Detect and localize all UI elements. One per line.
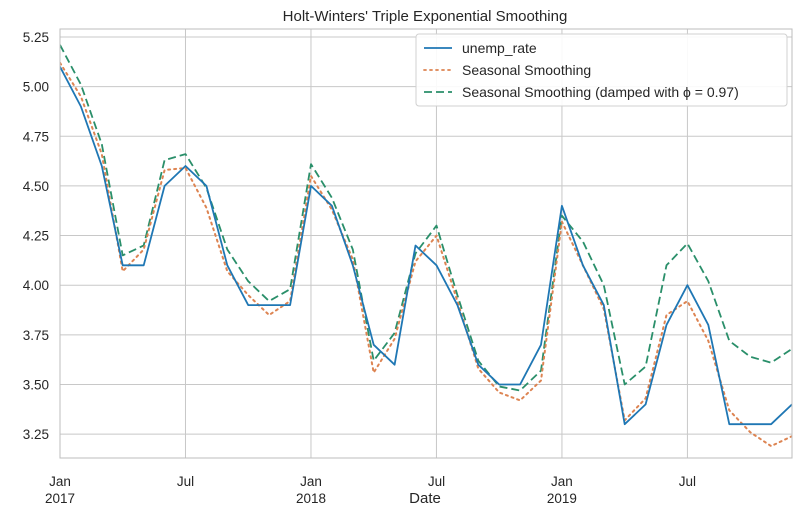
x-tick-label: Jul — [177, 474, 194, 489]
y-tick-label: 4.75 — [23, 129, 49, 144]
chart-title: Holt-Winters' Triple Exponential Smoothi… — [283, 8, 568, 25]
x-tick-label: 2018 — [296, 491, 326, 506]
legend-box — [415, 33, 788, 107]
y-tick-label: 3.50 — [23, 378, 49, 393]
x-tick-label: 2019 — [547, 491, 577, 506]
x-tick-label: Jan — [300, 474, 322, 489]
y-tick-label: 3.25 — [23, 427, 49, 442]
series-line-unemp-rate — [60, 66, 792, 426]
plot-border — [59, 28, 793, 459]
y-tick-label: 4.50 — [23, 179, 49, 194]
y-axis: 3.25 3.50 3.75 4.00 4.25 4.50 4.75 5.00 5.25 — [23, 30, 49, 442]
x-tick-label: 2017 — [45, 491, 75, 506]
x-axis: Jan 2017 Jul Jan 2018 Jul Jan 2019 Jul — [45, 474, 696, 506]
y-tick-label: 5.25 — [23, 30, 49, 45]
y-tick-label: 5.00 — [23, 80, 49, 95]
x-tick-label: Jan — [49, 474, 71, 489]
legend-label: Seasonal Smoothing — [462, 62, 591, 78]
y-tick-label: 4.25 — [23, 229, 49, 244]
legend-label: unemp_rate — [462, 40, 537, 56]
x-tick-label: Jul — [428, 474, 445, 489]
x-tick-label: Jan — [551, 474, 573, 489]
plot-area — [59, 28, 793, 459]
legend: unemp_rate Seasonal Smoothing Seasonal Smo… — [415, 33, 788, 107]
x-tick-label: Jul — [679, 474, 696, 489]
legend-label: Seasonal Smoothing (damped with ϕ = 0.97… — [462, 84, 739, 100]
y-tick-label: 4.00 — [23, 278, 49, 293]
y-tick-label: 3.75 — [23, 328, 49, 343]
series-line-seasonal-damped — [60, 44, 792, 392]
x-axis-label: Date — [409, 490, 441, 507]
